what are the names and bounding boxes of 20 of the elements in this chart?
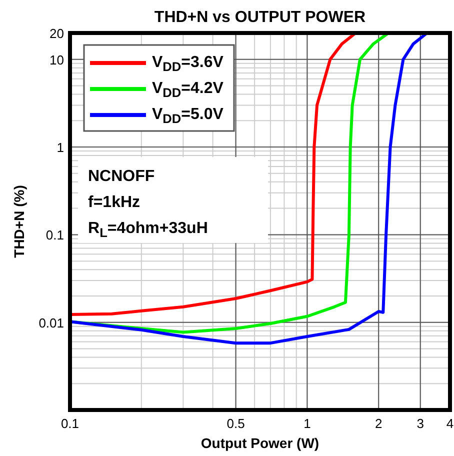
- y-tick-label: 10: [50, 52, 64, 68]
- x-tick-label: 4: [446, 416, 454, 431]
- annotation: f=1kHz: [88, 194, 140, 211]
- x-axis-title: Output Power (W): [200, 435, 320, 451]
- chart-title: THD+N vs OUTPUT POWER: [154, 9, 366, 26]
- annotation: NCNOFF: [88, 168, 155, 185]
- x-tick-label: 3: [416, 416, 424, 431]
- legend-label: V$_{DD}$=4.2V: [152, 80, 224, 100]
- x-tick-label: 1: [304, 416, 311, 431]
- y-tick-label: 0.01: [38, 315, 64, 330]
- y-tick-label: 1: [56, 140, 64, 156]
- y-tick-label: 0.1: [46, 228, 64, 243]
- y-axis-title: THD+N (%): [11, 185, 27, 258]
- y-tick-label: 20: [50, 26, 64, 41]
- legend-label: V$_{DD}$=5.0V: [152, 106, 224, 126]
- x-tick-label: 2: [374, 416, 382, 431]
- x-tick-label: 0.1: [60, 416, 80, 431]
- legend-label: V$_{DD}$=3.6V: [152, 54, 224, 74]
- annotation: R$_{L}$=4ohm+33uH: [88, 220, 208, 240]
- x-tick-label: 0.5: [226, 416, 245, 431]
